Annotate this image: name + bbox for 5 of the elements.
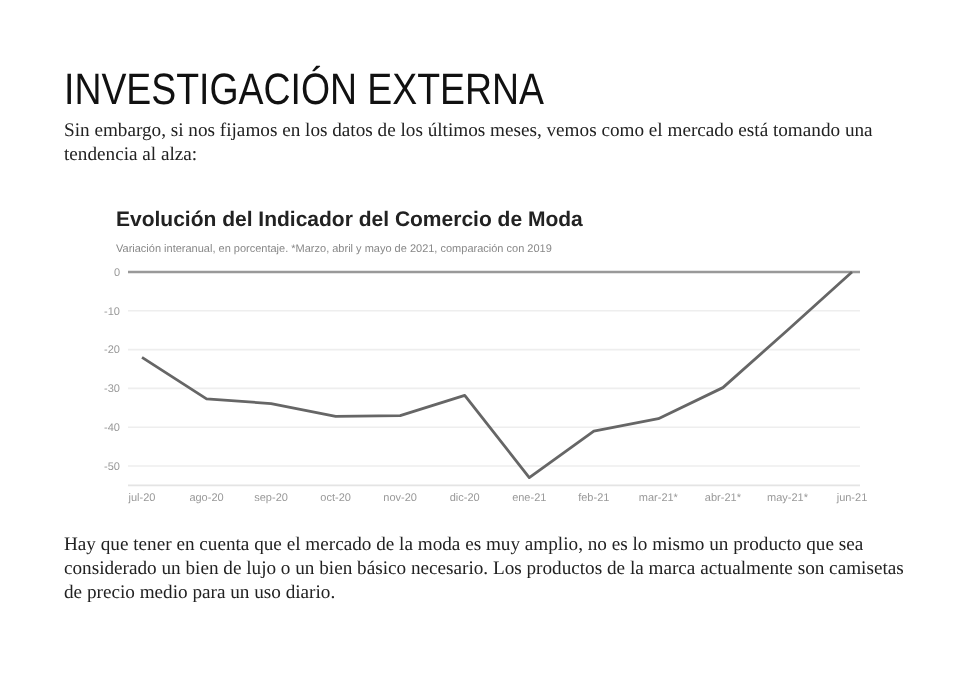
text: Sin embargo, si nos fijamos en los datos de los últimos meses, vemos como el mercado está tomando una tendencia al alza:	[64, 120, 875, 168]
line-series	[140, 270, 854, 480]
text: Hay que tener en cuenta que el mercado de la moda es muy amplio, no es lo mismo un producto que sea considerado un bien de lujo o un bien básico necesario. Los productos de la marca actualmente son camisetas de precio medio para un uso diario.	[64, 534, 906, 606]
chart-title: Evolución del Indicador del Comercio de Moda	[116, 208, 584, 232]
text: INVESTIGACIÓN EXTERNA	[64, 64, 629, 114]
